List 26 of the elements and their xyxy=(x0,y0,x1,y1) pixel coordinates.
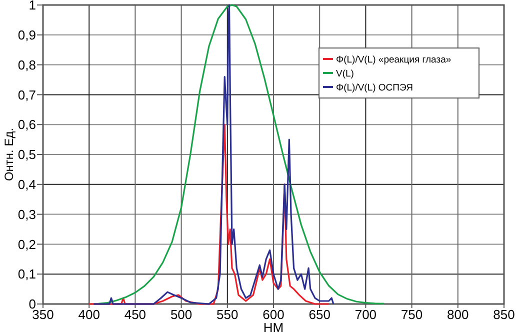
x-tick-label: 650 xyxy=(308,307,330,322)
x-tick-label: 800 xyxy=(447,307,469,322)
y-tick-label: 1 xyxy=(28,0,36,13)
x-tick-label: 550 xyxy=(216,307,238,322)
line-series xyxy=(92,4,334,305)
y-tick-label: 0,9 xyxy=(18,27,36,42)
y-tick-label: 0,2 xyxy=(18,236,36,252)
legend-label: V(L) xyxy=(336,68,354,80)
y-tick-label: 0,7 xyxy=(18,87,36,102)
y-tick-label: 0,8 xyxy=(18,57,36,72)
x-tick-label: 600 xyxy=(262,307,284,322)
y-axis-title: Онтн. Ед. xyxy=(2,128,16,182)
legend-label: Φ(L)/V(L) «реакция глаза» xyxy=(336,54,452,66)
x-tick-label: 700 xyxy=(354,307,377,322)
legend-label: Φ(L)/V(L) ОСПЭЯ xyxy=(336,82,414,94)
y-tick-label: 0,3 xyxy=(18,206,36,222)
y-tick-label: 0,5 xyxy=(18,147,36,162)
x-tick-label: 500 xyxy=(170,307,192,322)
y-tick-label: 0,4 xyxy=(18,176,36,192)
x-axis-title: НМ xyxy=(263,320,284,333)
y-tick-label: 0,1 xyxy=(18,266,36,282)
x-tick-label: 450 xyxy=(124,307,146,322)
y-tick-label: 0,6 xyxy=(18,117,36,132)
x-tick-label: 850 xyxy=(493,307,515,322)
x-tick-label: 400 xyxy=(78,307,100,322)
x-tick-label: 750 xyxy=(400,307,423,322)
